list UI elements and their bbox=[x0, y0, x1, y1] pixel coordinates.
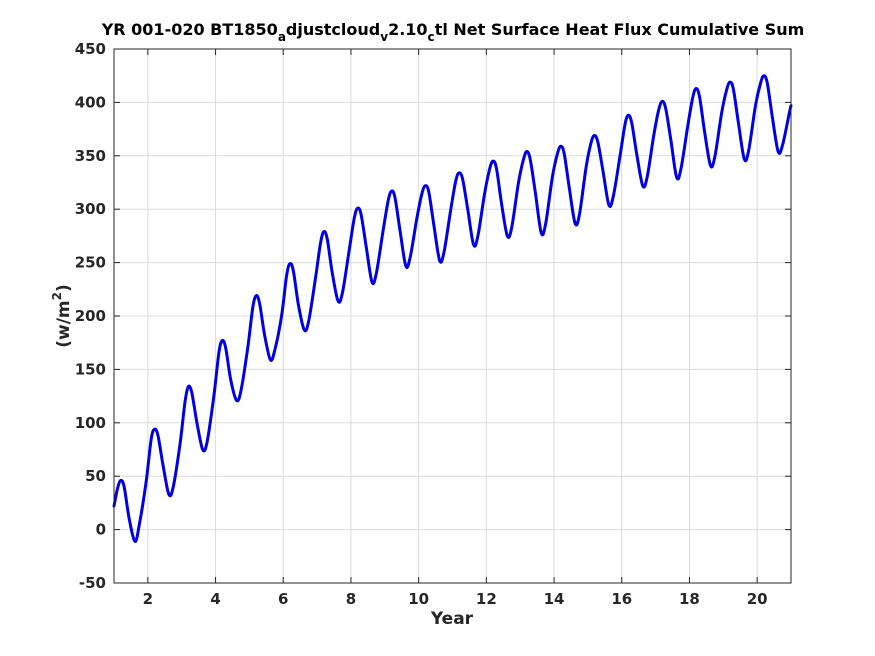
y-tick-label: 200 bbox=[75, 307, 106, 325]
plot-area bbox=[112, 74, 793, 543]
y-tick-label: -50 bbox=[79, 574, 106, 592]
x-tick-label: 20 bbox=[747, 590, 768, 608]
x-tick-label: 18 bbox=[679, 590, 700, 608]
y-tick-label: 300 bbox=[75, 200, 106, 218]
x-tick-label: 12 bbox=[476, 590, 497, 608]
x-tick-label: 16 bbox=[611, 590, 632, 608]
y-tick-label: 450 bbox=[75, 40, 106, 58]
axis-ticks bbox=[114, 48, 791, 584]
y-tick-label: 100 bbox=[75, 414, 106, 432]
x-tick-label: 8 bbox=[346, 590, 356, 608]
x-tick-label: 6 bbox=[278, 590, 288, 608]
y-tick-label: 150 bbox=[75, 360, 106, 378]
series-line bbox=[112, 74, 793, 543]
y-tick-label: 0 bbox=[96, 521, 106, 539]
x-tick-label: 4 bbox=[210, 590, 220, 608]
x-tick-label: 2 bbox=[143, 590, 153, 608]
x-tick-label: 10 bbox=[408, 590, 429, 608]
y-axis-label: (w/m2) bbox=[50, 284, 74, 348]
y-tick-label: 350 bbox=[75, 147, 106, 165]
x-axis-label: Year bbox=[430, 609, 474, 629]
y-tick-label: 400 bbox=[75, 93, 106, 111]
chart-title: YR 001-020 BT1850adjustcloudv2.10ctl Net… bbox=[101, 20, 805, 44]
grid bbox=[114, 48, 791, 584]
y-tick-label: 50 bbox=[85, 467, 106, 485]
tick-labels: 2 4 6 8 10 12 14 16 18 20 -50 0 50 100 150 200 250 300 350… bbox=[75, 40, 768, 608]
x-tick-label: 14 bbox=[544, 590, 565, 608]
y-tick-label: 250 bbox=[75, 254, 106, 272]
